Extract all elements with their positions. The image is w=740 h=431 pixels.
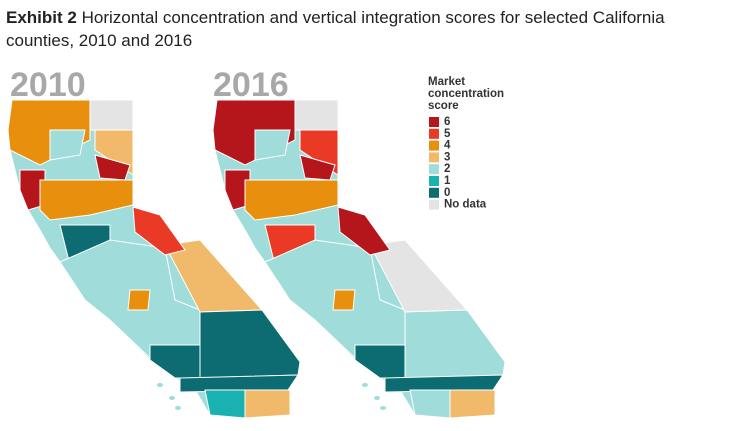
county-region [224, 169, 251, 211]
county-region [337, 206, 391, 256]
legend-label: 0 [444, 187, 450, 199]
california-map [7, 99, 301, 419]
island [380, 406, 386, 410]
legend-label: 4 [444, 140, 451, 152]
county-region [199, 309, 301, 379]
county-region [39, 179, 134, 221]
county-region [449, 389, 496, 419]
county-region [89, 99, 134, 131]
legend-swatch [429, 187, 439, 198]
county-region [294, 99, 339, 131]
legend-swatch [429, 176, 439, 186]
county-region [149, 344, 201, 379]
county-region [409, 389, 451, 419]
california-map [212, 99, 506, 419]
county-region [244, 179, 339, 221]
county-region [127, 289, 151, 311]
county-region [132, 206, 186, 256]
county-region [244, 389, 291, 419]
map-year: 2016 [213, 66, 289, 104]
legend-swatch [429, 152, 439, 163]
island [175, 406, 181, 410]
county-region [404, 309, 506, 379]
legend-swatch [429, 199, 439, 210]
county-region [254, 129, 291, 161]
legend-title: Market concentration score [428, 76, 505, 112]
county-region [384, 374, 504, 393]
legend-swatch [429, 140, 439, 151]
island [169, 396, 175, 400]
legend-swatch [429, 164, 439, 175]
county-region [49, 129, 86, 161]
county-region [354, 344, 406, 379]
island [157, 383, 163, 387]
legend-swatch [429, 117, 439, 127]
legend-label: 3 [444, 151, 450, 163]
county-region [204, 389, 246, 419]
title: Exhibit 2 Horizontal concentration and v… [6, 6, 726, 52]
legend-label: 2 [444, 163, 450, 175]
title-bold: Exhibit 2 [6, 8, 77, 27]
island [374, 396, 380, 400]
legend-swatch [429, 128, 439, 139]
county-region [332, 289, 356, 311]
island [362, 383, 368, 387]
map-year: 2010 [10, 66, 86, 104]
legend-label: No data [444, 199, 487, 211]
legend-label: 1 [444, 175, 451, 187]
county-region [179, 374, 299, 393]
legend-label: 6 [444, 116, 450, 128]
legend-label: 5 [444, 128, 451, 140]
title-text: Horizontal concentration and vertical in… [6, 8, 665, 50]
county-region [19, 169, 46, 211]
